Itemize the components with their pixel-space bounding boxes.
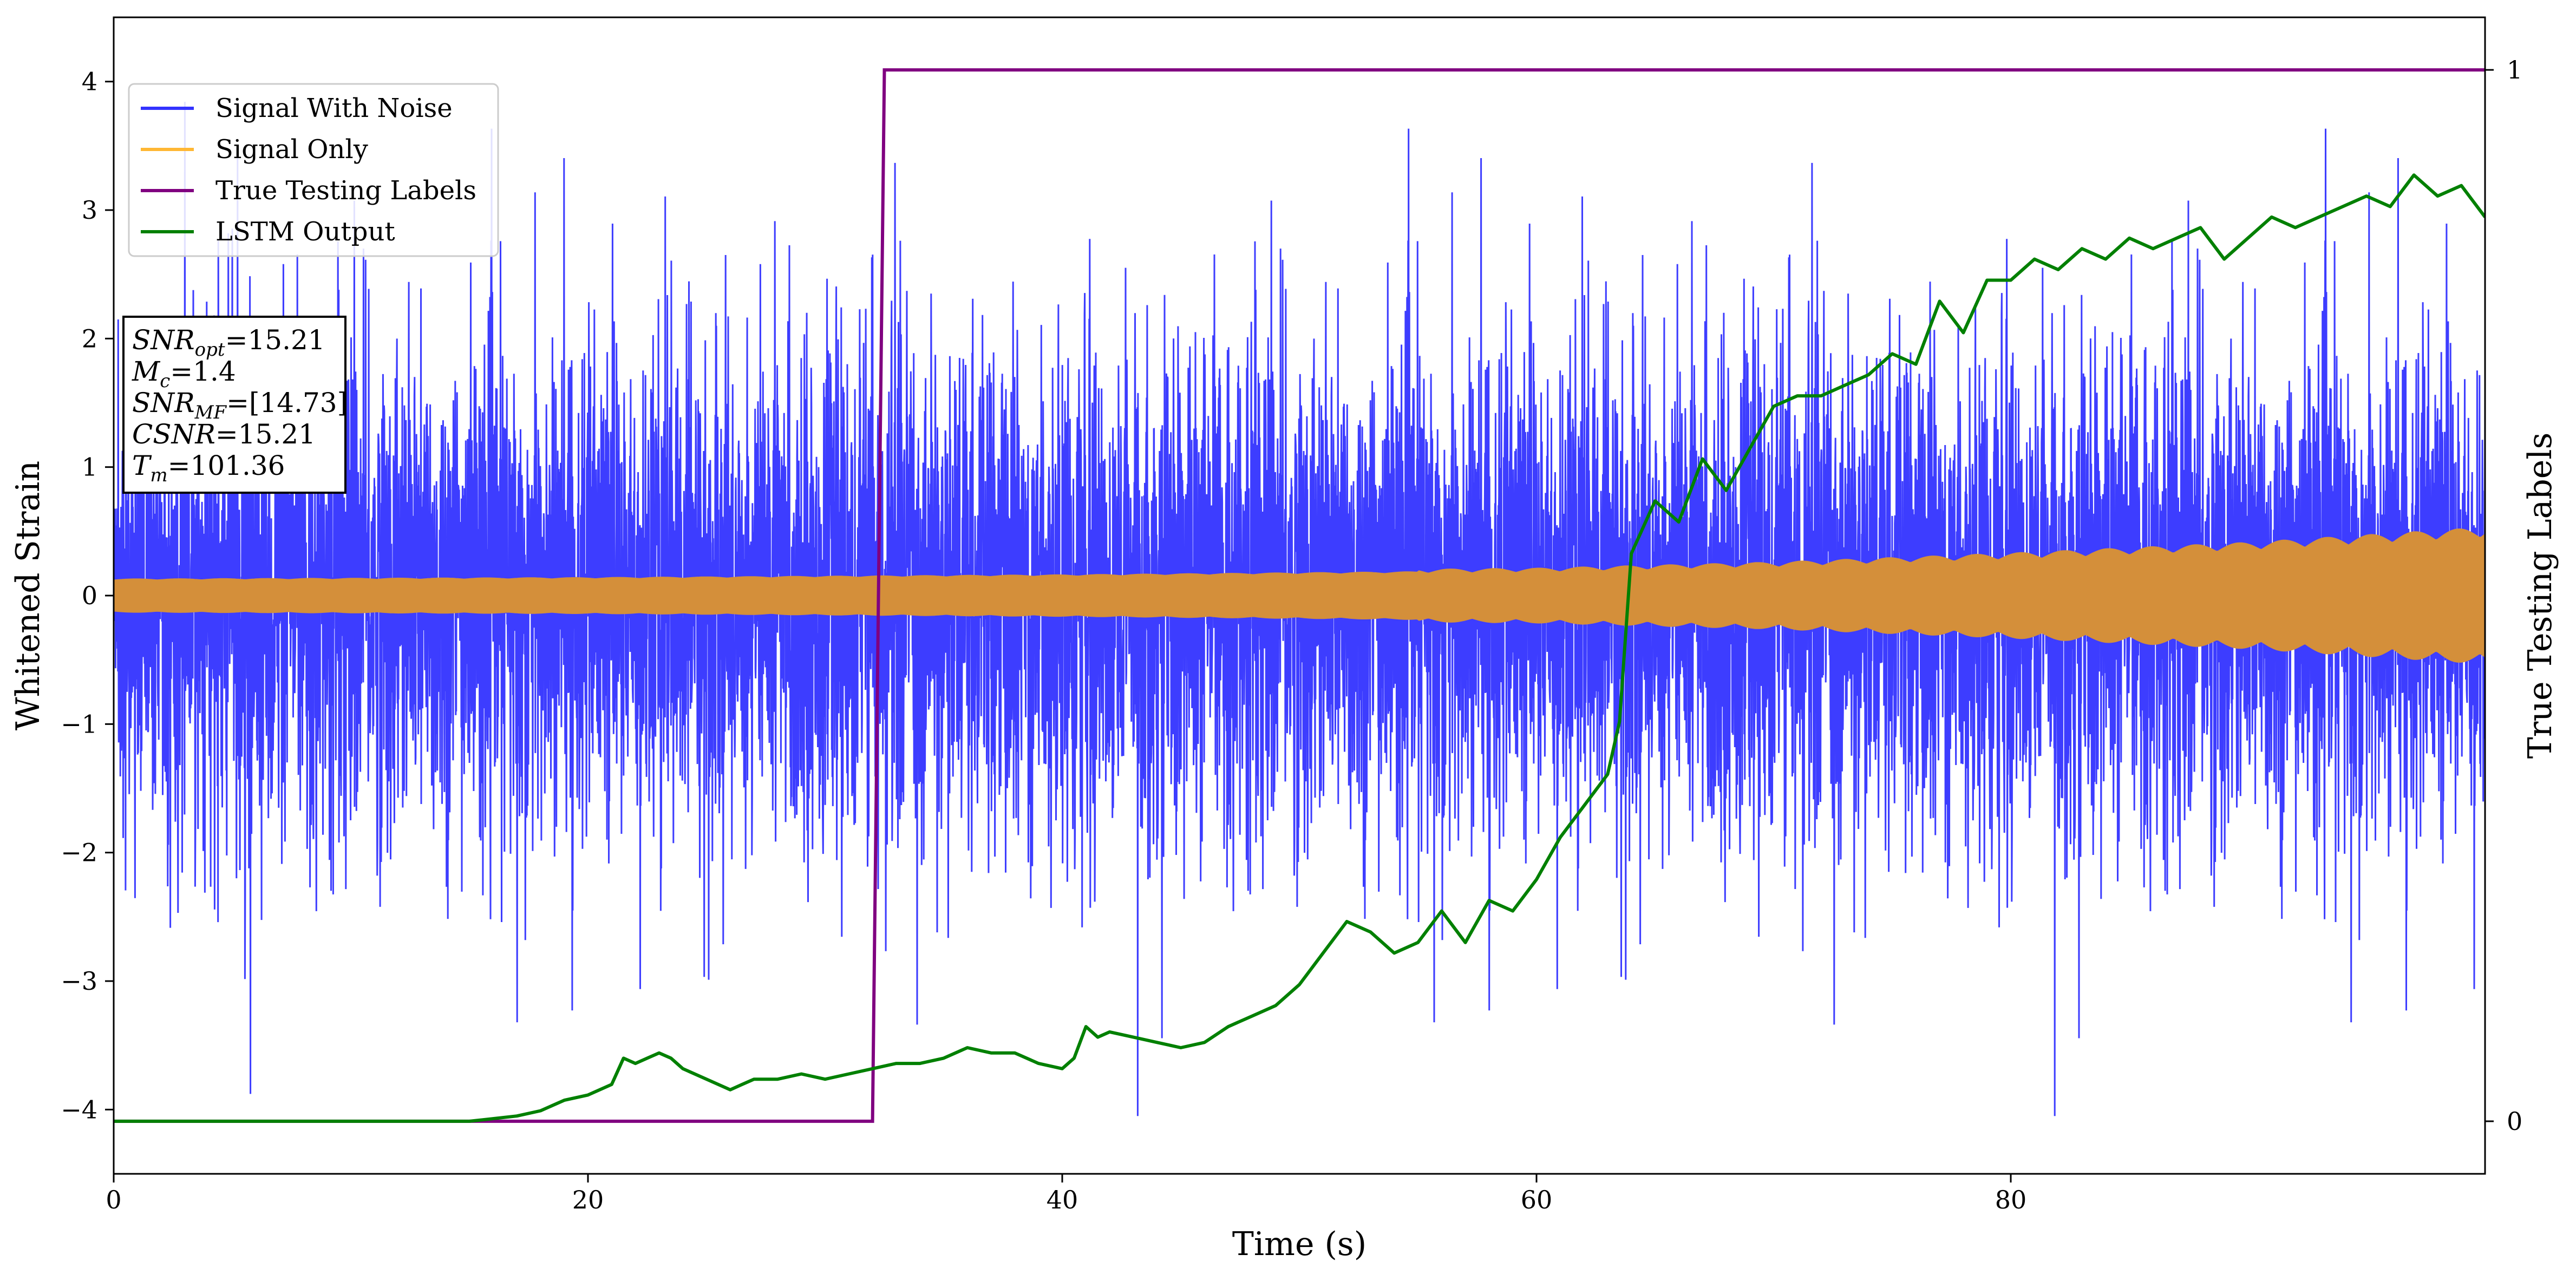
y-tick-label: 2 — [82, 324, 97, 353]
annotation-line: CSNR=15.21 — [132, 419, 316, 450]
x-tick-label: 60 — [1521, 1185, 1553, 1214]
y-tick-label: 0 — [82, 581, 97, 610]
x-tick-label: 20 — [572, 1185, 604, 1214]
x-tick-label: 80 — [1995, 1185, 2027, 1214]
y-axis-label: Whitened Strain — [9, 461, 47, 730]
legend-label: True Testing Labels — [215, 175, 476, 206]
y-right-tick-label: 1 — [2507, 55, 2522, 84]
series-lstm-output — [114, 173, 2485, 1123]
y-tick-label: −4 — [61, 1095, 97, 1124]
series-true-testing-labels — [114, 68, 2485, 1123]
y-tick-label: −3 — [61, 966, 97, 996]
y-right-axis-label: True Testing Labels — [2521, 433, 2559, 759]
series-signal-only — [114, 528, 2485, 663]
y-tick-label: −2 — [61, 838, 97, 867]
annotation-line: Tm=101.36 — [132, 450, 285, 486]
x-axis-label: Time (s) — [1232, 1225, 1367, 1263]
legend-label: LSTM Output — [215, 217, 395, 247]
legend-box — [128, 83, 499, 257]
y-tick-label: 3 — [82, 195, 97, 225]
legend-label: Signal Only — [215, 134, 368, 165]
annotation-box: SNRopt=15.21Mc=1.4SNRMF=[14.73]CSNR=15.2… — [122, 316, 348, 494]
legend: Signal With Noise Signal Only True Testing… — [128, 83, 499, 257]
y-tick-label: 1 — [82, 453, 97, 482]
annotation-line: Mc=1.4 — [132, 356, 236, 392]
x-tick-label: 0 — [106, 1185, 121, 1214]
y-right-tick-label: 0 — [2507, 1107, 2522, 1136]
annotation-box-frame — [122, 316, 346, 494]
annotation-line: SNRopt=15.21 — [132, 324, 325, 361]
y-tick-label: −1 — [61, 709, 97, 739]
plot-area — [114, 68, 2485, 1123]
annotation-line: SNRMF=[14.73] — [132, 387, 348, 423]
y-tick-label: 4 — [82, 67, 97, 96]
x-tick-label: 40 — [1047, 1185, 1078, 1214]
legend-label: Signal With Noise — [215, 93, 453, 123]
